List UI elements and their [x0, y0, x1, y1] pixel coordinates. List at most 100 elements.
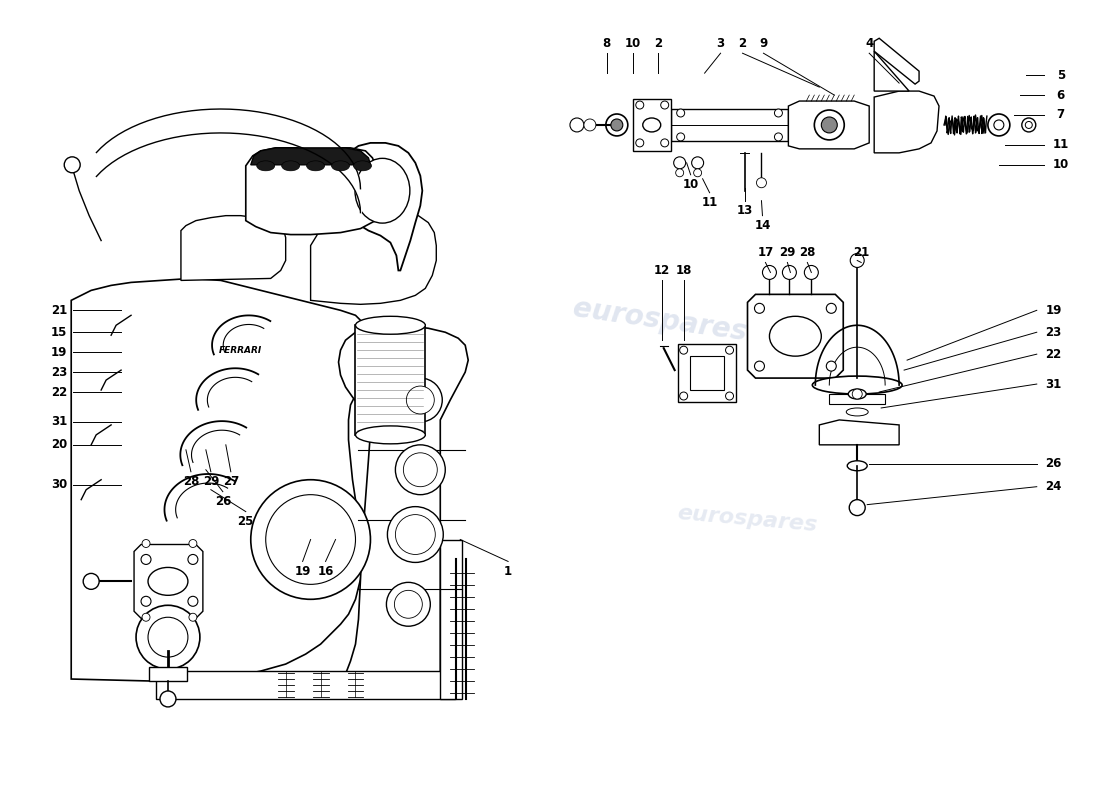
- Ellipse shape: [307, 161, 324, 170]
- Bar: [690, 356, 724, 390]
- Circle shape: [850, 254, 865, 267]
- Ellipse shape: [642, 118, 661, 132]
- Circle shape: [404, 453, 438, 486]
- Text: 2: 2: [653, 37, 662, 50]
- Text: 13: 13: [736, 204, 752, 217]
- Text: eurospares: eurospares: [676, 503, 818, 536]
- Polygon shape: [134, 545, 202, 618]
- Circle shape: [636, 139, 644, 147]
- Ellipse shape: [610, 119, 623, 131]
- Circle shape: [726, 346, 734, 354]
- Circle shape: [694, 169, 702, 177]
- Text: 14: 14: [755, 219, 771, 232]
- Circle shape: [266, 494, 355, 584]
- Text: 31: 31: [1046, 378, 1062, 390]
- Circle shape: [826, 361, 836, 371]
- Text: 16: 16: [318, 565, 333, 578]
- Circle shape: [673, 157, 685, 169]
- Circle shape: [142, 614, 150, 622]
- Circle shape: [636, 101, 644, 109]
- Text: 1: 1: [504, 565, 513, 578]
- Circle shape: [64, 157, 80, 173]
- Text: 10: 10: [1053, 158, 1069, 171]
- Text: 29: 29: [779, 246, 795, 259]
- Text: 25: 25: [238, 515, 254, 528]
- Circle shape: [141, 554, 151, 565]
- Circle shape: [395, 590, 422, 618]
- Text: 27: 27: [222, 475, 239, 488]
- Circle shape: [160, 691, 176, 707]
- Ellipse shape: [256, 161, 275, 170]
- Polygon shape: [251, 148, 371, 165]
- Circle shape: [675, 169, 684, 177]
- Circle shape: [661, 101, 669, 109]
- Circle shape: [584, 119, 596, 131]
- Text: eurospares: eurospares: [154, 294, 331, 346]
- Ellipse shape: [355, 316, 426, 334]
- Text: 22: 22: [1046, 348, 1062, 361]
- Polygon shape: [336, 326, 469, 699]
- Text: 28: 28: [800, 246, 815, 259]
- Circle shape: [142, 539, 150, 547]
- Text: 22: 22: [51, 386, 67, 398]
- Circle shape: [757, 178, 767, 188]
- Ellipse shape: [848, 389, 866, 399]
- Circle shape: [387, 506, 443, 562]
- Bar: [829, 394, 886, 404]
- Text: 31: 31: [51, 415, 67, 429]
- Text: 11: 11: [1053, 138, 1069, 151]
- Circle shape: [189, 539, 197, 547]
- Circle shape: [849, 500, 866, 515]
- Circle shape: [755, 361, 764, 371]
- Ellipse shape: [282, 161, 299, 170]
- Polygon shape: [341, 143, 422, 270]
- Bar: [148, 667, 187, 681]
- Circle shape: [136, 606, 200, 669]
- Circle shape: [148, 618, 188, 657]
- Polygon shape: [310, 209, 437, 304]
- Text: 21: 21: [854, 246, 869, 259]
- Ellipse shape: [355, 158, 410, 223]
- Text: 18: 18: [675, 264, 692, 277]
- Ellipse shape: [822, 117, 837, 133]
- Ellipse shape: [846, 408, 868, 416]
- Ellipse shape: [606, 114, 628, 136]
- Text: 29: 29: [202, 475, 219, 488]
- Polygon shape: [874, 38, 920, 84]
- Text: 5: 5: [1057, 69, 1065, 82]
- Polygon shape: [72, 278, 373, 681]
- Ellipse shape: [769, 316, 822, 356]
- Circle shape: [189, 614, 197, 622]
- Text: 19: 19: [295, 565, 311, 578]
- Ellipse shape: [148, 567, 188, 595]
- Ellipse shape: [355, 426, 426, 444]
- Text: 8: 8: [603, 37, 611, 50]
- Bar: [440, 539, 462, 699]
- Bar: [671, 109, 789, 141]
- Text: 6: 6: [1057, 89, 1065, 102]
- Circle shape: [680, 346, 688, 354]
- Text: 26: 26: [1045, 458, 1062, 470]
- Polygon shape: [874, 91, 939, 153]
- Polygon shape: [748, 294, 844, 378]
- Polygon shape: [180, 216, 286, 281]
- Circle shape: [676, 133, 684, 141]
- Text: 2: 2: [738, 37, 747, 50]
- Circle shape: [762, 266, 777, 279]
- Text: FERRARI: FERRARI: [219, 346, 263, 354]
- Text: 3: 3: [716, 37, 725, 50]
- Bar: [156, 671, 455, 699]
- Text: 4: 4: [865, 37, 873, 50]
- Text: 21: 21: [51, 304, 67, 317]
- Circle shape: [188, 596, 198, 606]
- Circle shape: [676, 109, 684, 117]
- Polygon shape: [789, 101, 869, 149]
- Text: 30: 30: [51, 478, 67, 491]
- Circle shape: [852, 389, 862, 399]
- Ellipse shape: [994, 120, 1004, 130]
- Text: eurospares: eurospares: [571, 294, 749, 346]
- Text: 12: 12: [653, 264, 670, 277]
- Circle shape: [826, 303, 836, 314]
- Text: 15: 15: [51, 326, 67, 338]
- Circle shape: [782, 266, 796, 279]
